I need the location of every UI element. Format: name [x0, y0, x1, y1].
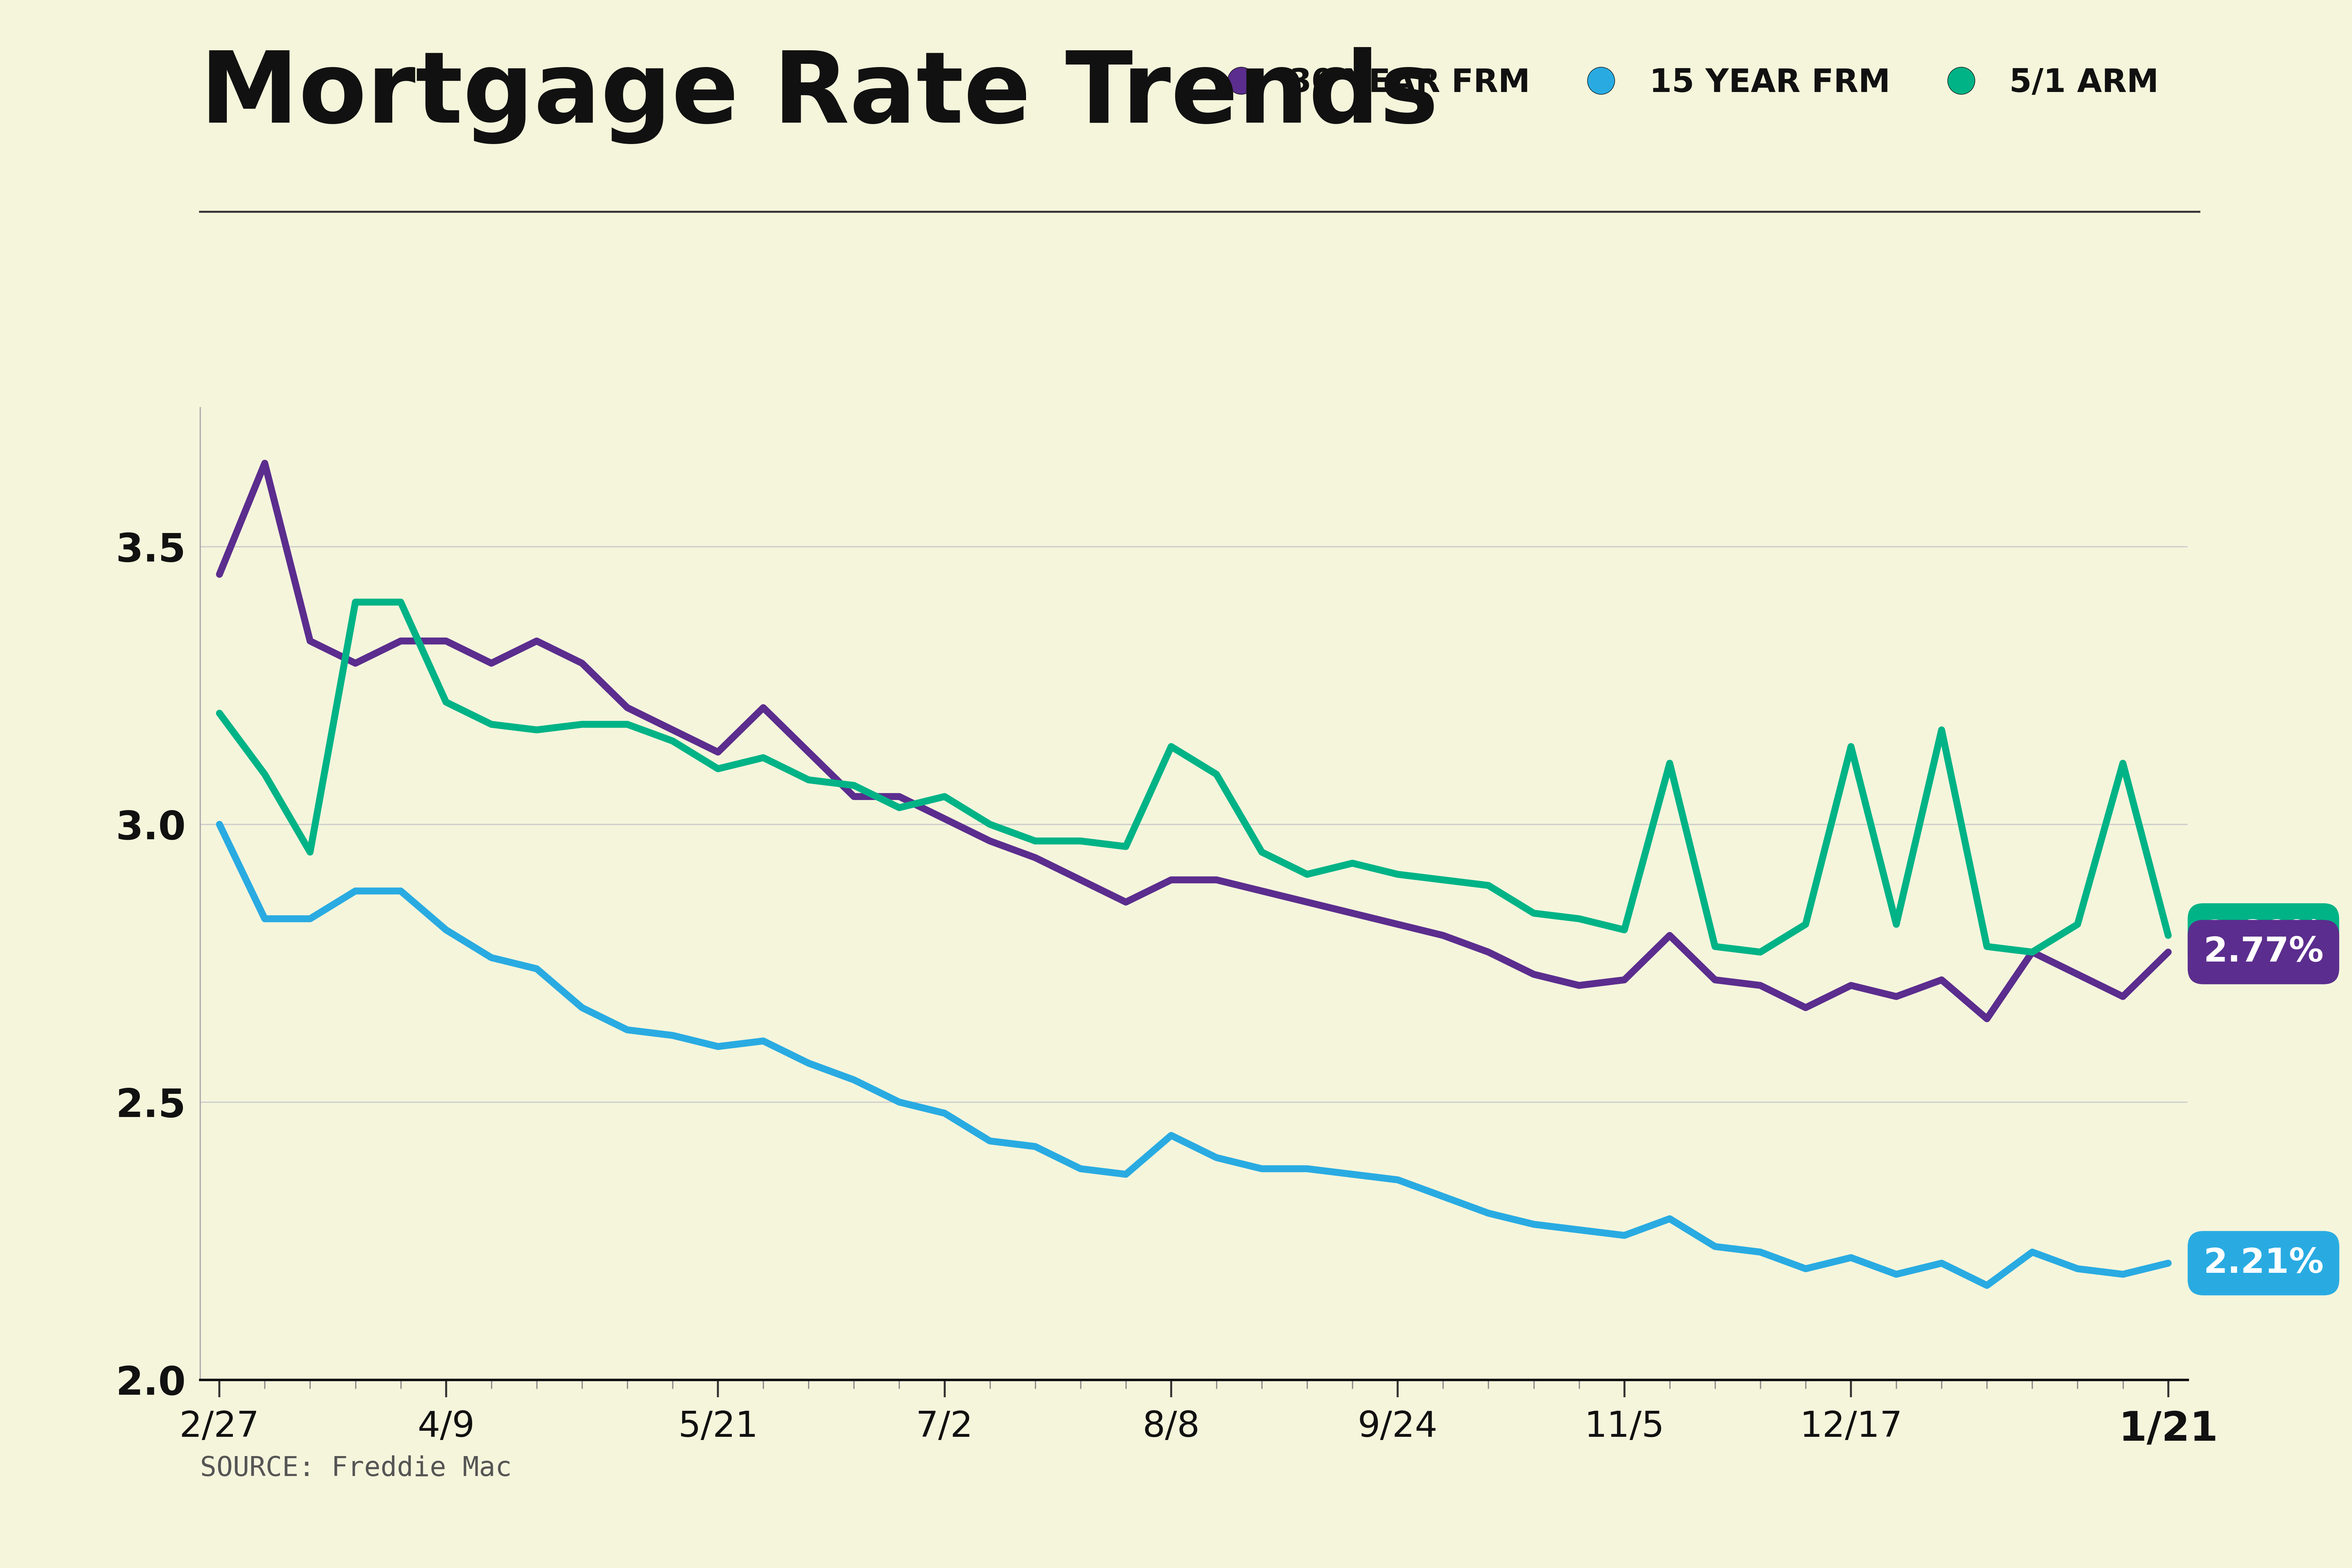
Text: Mortgage Rate Trends: Mortgage Rate Trends: [200, 47, 1437, 144]
Text: 2.21%: 2.21%: [2204, 1247, 2324, 1279]
Legend: 30 YEAR FRM, 15 YEAR FRM, 5/1 ARM: 30 YEAR FRM, 15 YEAR FRM, 5/1 ARM: [1195, 55, 2171, 111]
Text: SOURCE: Freddie Mac: SOURCE: Freddie Mac: [200, 1455, 513, 1482]
Text: 2.80%: 2.80%: [2204, 919, 2324, 952]
Text: 2.77%: 2.77%: [2204, 936, 2324, 969]
